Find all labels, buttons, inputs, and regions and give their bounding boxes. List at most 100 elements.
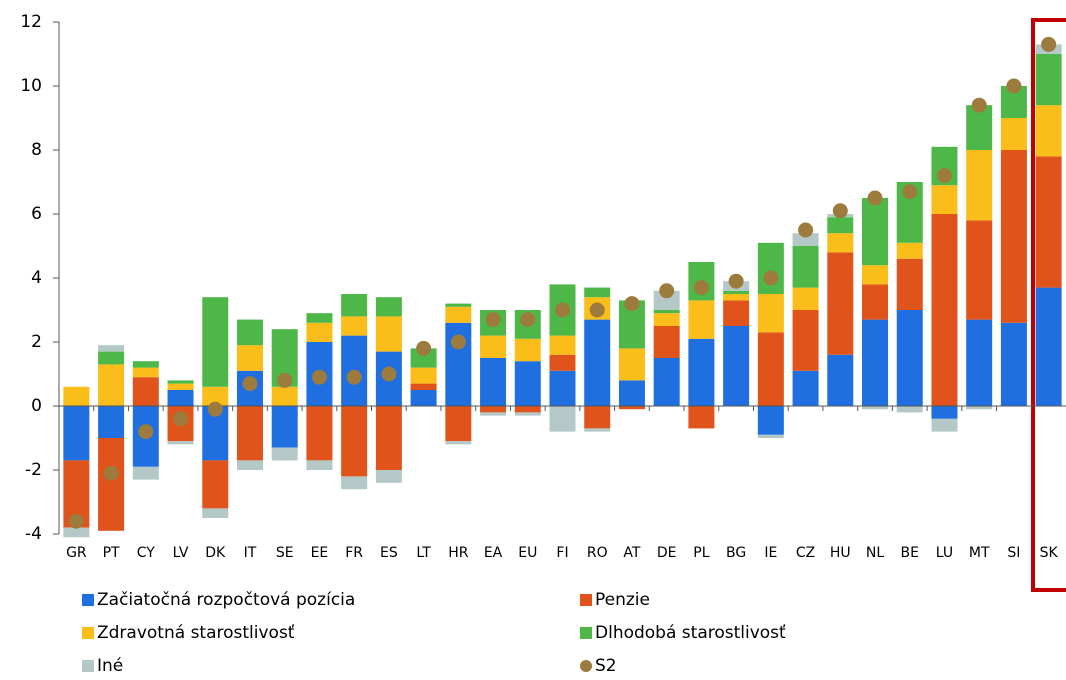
bar-segment [549,335,576,355]
dot [485,312,501,328]
bar-segment [1035,105,1062,157]
bar-segment [445,306,472,323]
x-tick-label: RO [587,545,608,561]
y-tick-label: 0 [31,396,42,416]
bar-segment [653,358,680,406]
bar-segment [410,367,437,384]
bar-segment [236,460,263,470]
bar-segment [132,377,159,406]
bar-segment [584,287,611,298]
bar-segment [688,406,715,429]
bar-segment [757,242,784,294]
bar-segment [375,470,402,483]
bar-segment [271,447,298,461]
dot [728,273,744,289]
dot [450,334,466,350]
highlight-box [1031,18,1066,592]
bar-segment [757,332,784,406]
dot [416,340,432,356]
x-tick-label: HU [830,545,851,561]
bar-segment [827,354,854,406]
legend-label: Začiatočná rozpočtová pozícia [97,590,355,610]
x-tick-label: SE [276,545,294,561]
bar-segment [306,322,333,342]
bar-segment [549,406,576,432]
x-tick-label: DK [205,545,226,561]
bar-segment [653,310,680,314]
bar-segment [618,406,645,410]
bar-segment [63,406,90,461]
bar-segment [98,345,125,352]
bar-segment [688,300,715,339]
y-tick-label: 4 [31,268,42,288]
bar-segment [931,406,958,419]
x-tick-label: DE [657,545,677,561]
dot [763,270,779,286]
bar-segment [236,319,263,346]
dot [1006,78,1022,94]
bar-segment [723,290,750,294]
dot [173,411,189,427]
x-tick-label: FI [556,545,568,561]
bar-segment [584,319,611,406]
x-tick-label: IT [244,545,257,561]
bar-segment [792,246,819,288]
bar-segment [1035,156,1062,288]
bar-segment [792,370,819,406]
legend-swatch [82,594,94,606]
bar-segment [445,441,472,445]
x-tick-label: BE [901,545,919,561]
bar-segment [549,370,576,406]
x-tick-label: LU [936,545,953,561]
bar-segment [514,361,541,406]
bar-segment [1000,118,1027,150]
bar-segment [966,319,993,406]
bar-segment [63,527,90,538]
legend-swatch [82,627,94,639]
dot [659,283,675,299]
bar-segment [757,434,784,438]
bar-segment [306,460,333,470]
bar-segment [896,258,923,310]
legend-swatch [82,660,94,672]
bar-segment [514,412,541,416]
dot [311,369,327,385]
bar-segment [98,364,125,406]
bar-segment [1035,287,1062,406]
bar-segment [514,338,541,362]
bar-segment [688,338,715,406]
bar-segment [862,265,889,285]
x-tick-label: CZ [796,545,815,561]
x-tick-label: AT [623,545,640,561]
bar-segment [896,310,923,406]
bar-segment [618,380,645,406]
bar-segment [410,390,437,406]
bar-segment [167,383,194,390]
bar-segment [202,297,229,387]
bar-segment [896,406,923,413]
x-tick-label: FR [345,545,363,561]
bar-segment [375,316,402,352]
bar-segment [584,406,611,429]
legend-label: Zdravotná starostlivosť [97,623,295,643]
dot [138,424,154,440]
dot [936,168,952,184]
bar-segment [653,326,680,358]
legend-swatch [580,660,592,672]
bar-segment [132,367,159,378]
dot [520,312,536,328]
bar-segment [167,380,194,384]
bar-segment [1000,150,1027,323]
bar-segment [341,294,368,317]
bar-segment [618,348,645,381]
dot [277,372,293,388]
bar-segment [306,313,333,323]
dot [555,302,570,318]
y-tick-label: 6 [31,204,42,224]
x-tick-label: BG [726,545,746,561]
bar-segment [896,242,923,259]
bar-segment [653,290,680,310]
x-tick-label: IE [764,545,777,561]
bar-segment [862,284,889,320]
y-tick-label: -4 [25,524,42,544]
